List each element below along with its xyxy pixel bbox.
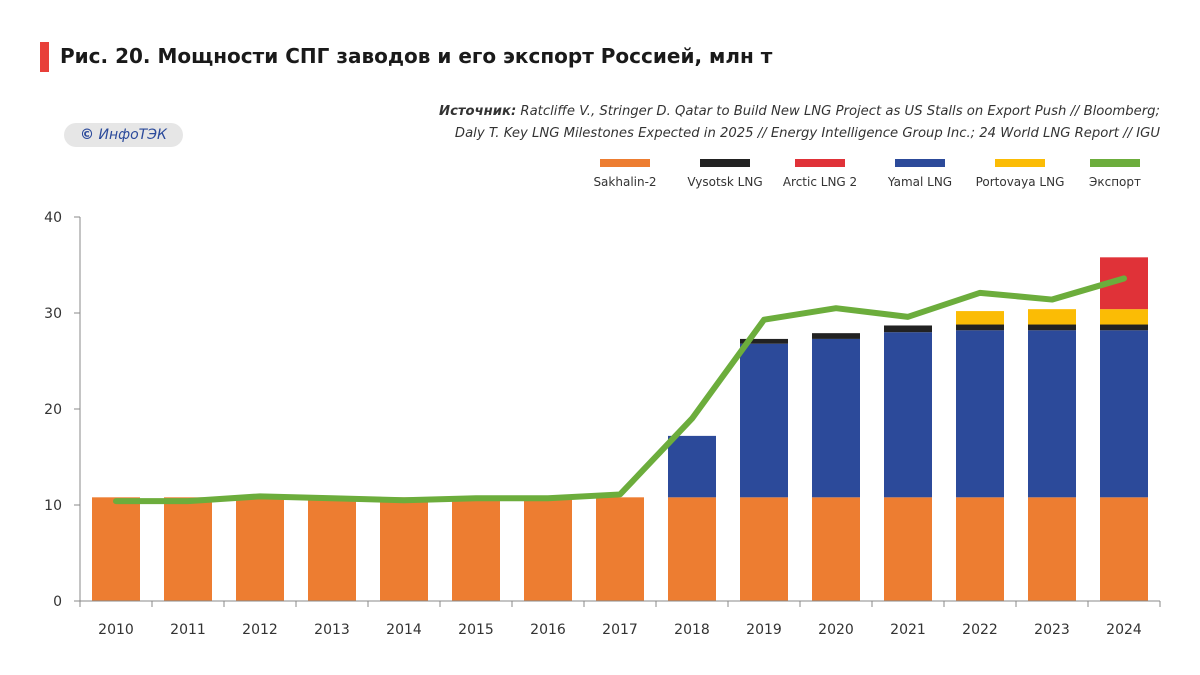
bar-yamal-lng-2022 [956,330,1004,498]
legend-swatch-portovaya-lng [995,159,1045,167]
x-tick-label-2016: 2016 [530,622,566,638]
x-tick-label-2015: 2015 [458,622,494,638]
legend: Sakhalin-2 Vysotsk LNG Arctic LNG 2 Yamal L… [593,159,1141,189]
legend-label-arctic-lng-2: Arctic LNG 2 [783,175,857,189]
bar-portovaya-lng-2024 [1100,309,1148,325]
x-tick-label-2011: 2011 [170,622,206,638]
bar-sakhalin-2-2012 [236,497,284,601]
bar-yamal-lng-2020 [812,338,860,498]
bar-sakhalin-2-2021 [884,497,932,601]
bar-portovaya-lng-2022 [956,311,1004,325]
x-axis: 2010 2011 2012 2013 2014 2015 2016 2017 2018 2019… [79,600,1161,638]
bar-vysotsk-lng-2022 [956,324,1004,331]
legend-label-экспорт: Экспорт [1089,175,1141,189]
legend-swatch-yamal-lng [895,159,945,167]
x-tick-label-2024: 2024 [1106,622,1142,638]
bar-vysotsk-lng-2019 [740,338,788,344]
bar-sakhalin-2-2016 [524,497,572,601]
x-tick-label-2021: 2021 [890,622,926,638]
y-axis: 0 10 20 30 40 [44,210,81,610]
logo-text: ИнфоТЭК [98,127,167,143]
bar-yamal-lng-2018 [668,435,716,498]
source-line-1: Источник: Ratcliffe V., Stringer D. Qata… [340,101,1160,123]
legend-label-vysotsk-lng: Vysotsk LNG [687,175,762,189]
bar-sakhalin-2-2020 [812,497,860,601]
bar-sakhalin-2-2013 [308,497,356,601]
x-tick-label-2018: 2018 [674,622,710,638]
x-tick-label-2010: 2010 [98,622,134,638]
bar-vysotsk-lng-2024 [1100,324,1148,331]
y-tick-label: 10 [44,498,62,514]
bar-yamal-lng-2019 [740,343,788,498]
legend-swatch-экспорт [1090,159,1140,167]
bar-vysotsk-lng-2020 [812,333,860,339]
source-line-2: Daly T. Key LNG Milestones Expected in 2… [454,126,1160,141]
x-tick-label-2020: 2020 [818,622,854,638]
bars [92,257,1148,601]
x-tick-label-2017: 2017 [602,622,638,638]
bar-yamal-lng-2024 [1100,330,1148,498]
bar-sakhalin-2-2022 [956,497,1004,601]
x-tick-label-2019: 2019 [746,622,782,638]
bar-sakhalin-2-2023 [1028,497,1076,601]
x-tick-label-2023: 2023 [1034,622,1070,638]
y-tick-label: 0 [53,594,62,610]
bar-vysotsk-lng-2021 [884,325,932,333]
x-tick-label-2012: 2012 [242,622,278,638]
bar-sakhalin-2-2011 [164,497,212,601]
bar-sakhalin-2-2018 [668,497,716,601]
x-tick-label-2014: 2014 [386,622,422,638]
legend-swatch-sakhalin-2 [600,159,650,167]
infotek-logo: © ИнфоТЭК [64,123,183,147]
bar-sakhalin-2-2015 [452,497,500,601]
bar-sakhalin-2-2014 [380,497,428,601]
legend-label-yamal-lng: Yamal LNG [887,175,952,189]
source-label: Источник: [439,104,517,119]
y-tick-label: 40 [44,210,62,226]
source-text-1: Ratcliffe V., Stringer D. Qatar to Build… [516,104,1160,119]
bar-sakhalin-2-2019 [740,497,788,601]
bar-yamal-lng-2023 [1028,330,1076,498]
bar-portovaya-lng-2023 [1028,309,1076,325]
chart-title: Рис. 20. Мощности СПГ заводов и его эксп… [60,44,773,68]
legend-label-portovaya-lng: Portovaya LNG [976,175,1065,189]
bar-vysotsk-lng-2023 [1028,324,1076,331]
legend-swatch-vysotsk-lng [700,159,750,167]
legend-label-sakhalin-2: Sakhalin-2 [593,175,656,189]
copyright-icon: © [80,127,95,143]
bar-sakhalin-2-2024 [1100,497,1148,601]
bar-sakhalin-2-2010 [92,497,140,601]
title-accent-bar [40,42,49,72]
export-line-group [113,275,1127,505]
legend-swatch-arctic-lng-2 [795,159,845,167]
x-tick-label-2022: 2022 [962,622,998,638]
bar-sakhalin-2-2017 [596,497,644,601]
source-note: Источник: Ratcliffe V., Stringer D. Qata… [340,101,1160,145]
y-tick-label: 30 [44,306,62,322]
bar-yamal-lng-2021 [884,332,932,498]
x-tick-label-2013: 2013 [314,622,350,638]
y-tick-label: 20 [44,402,62,418]
